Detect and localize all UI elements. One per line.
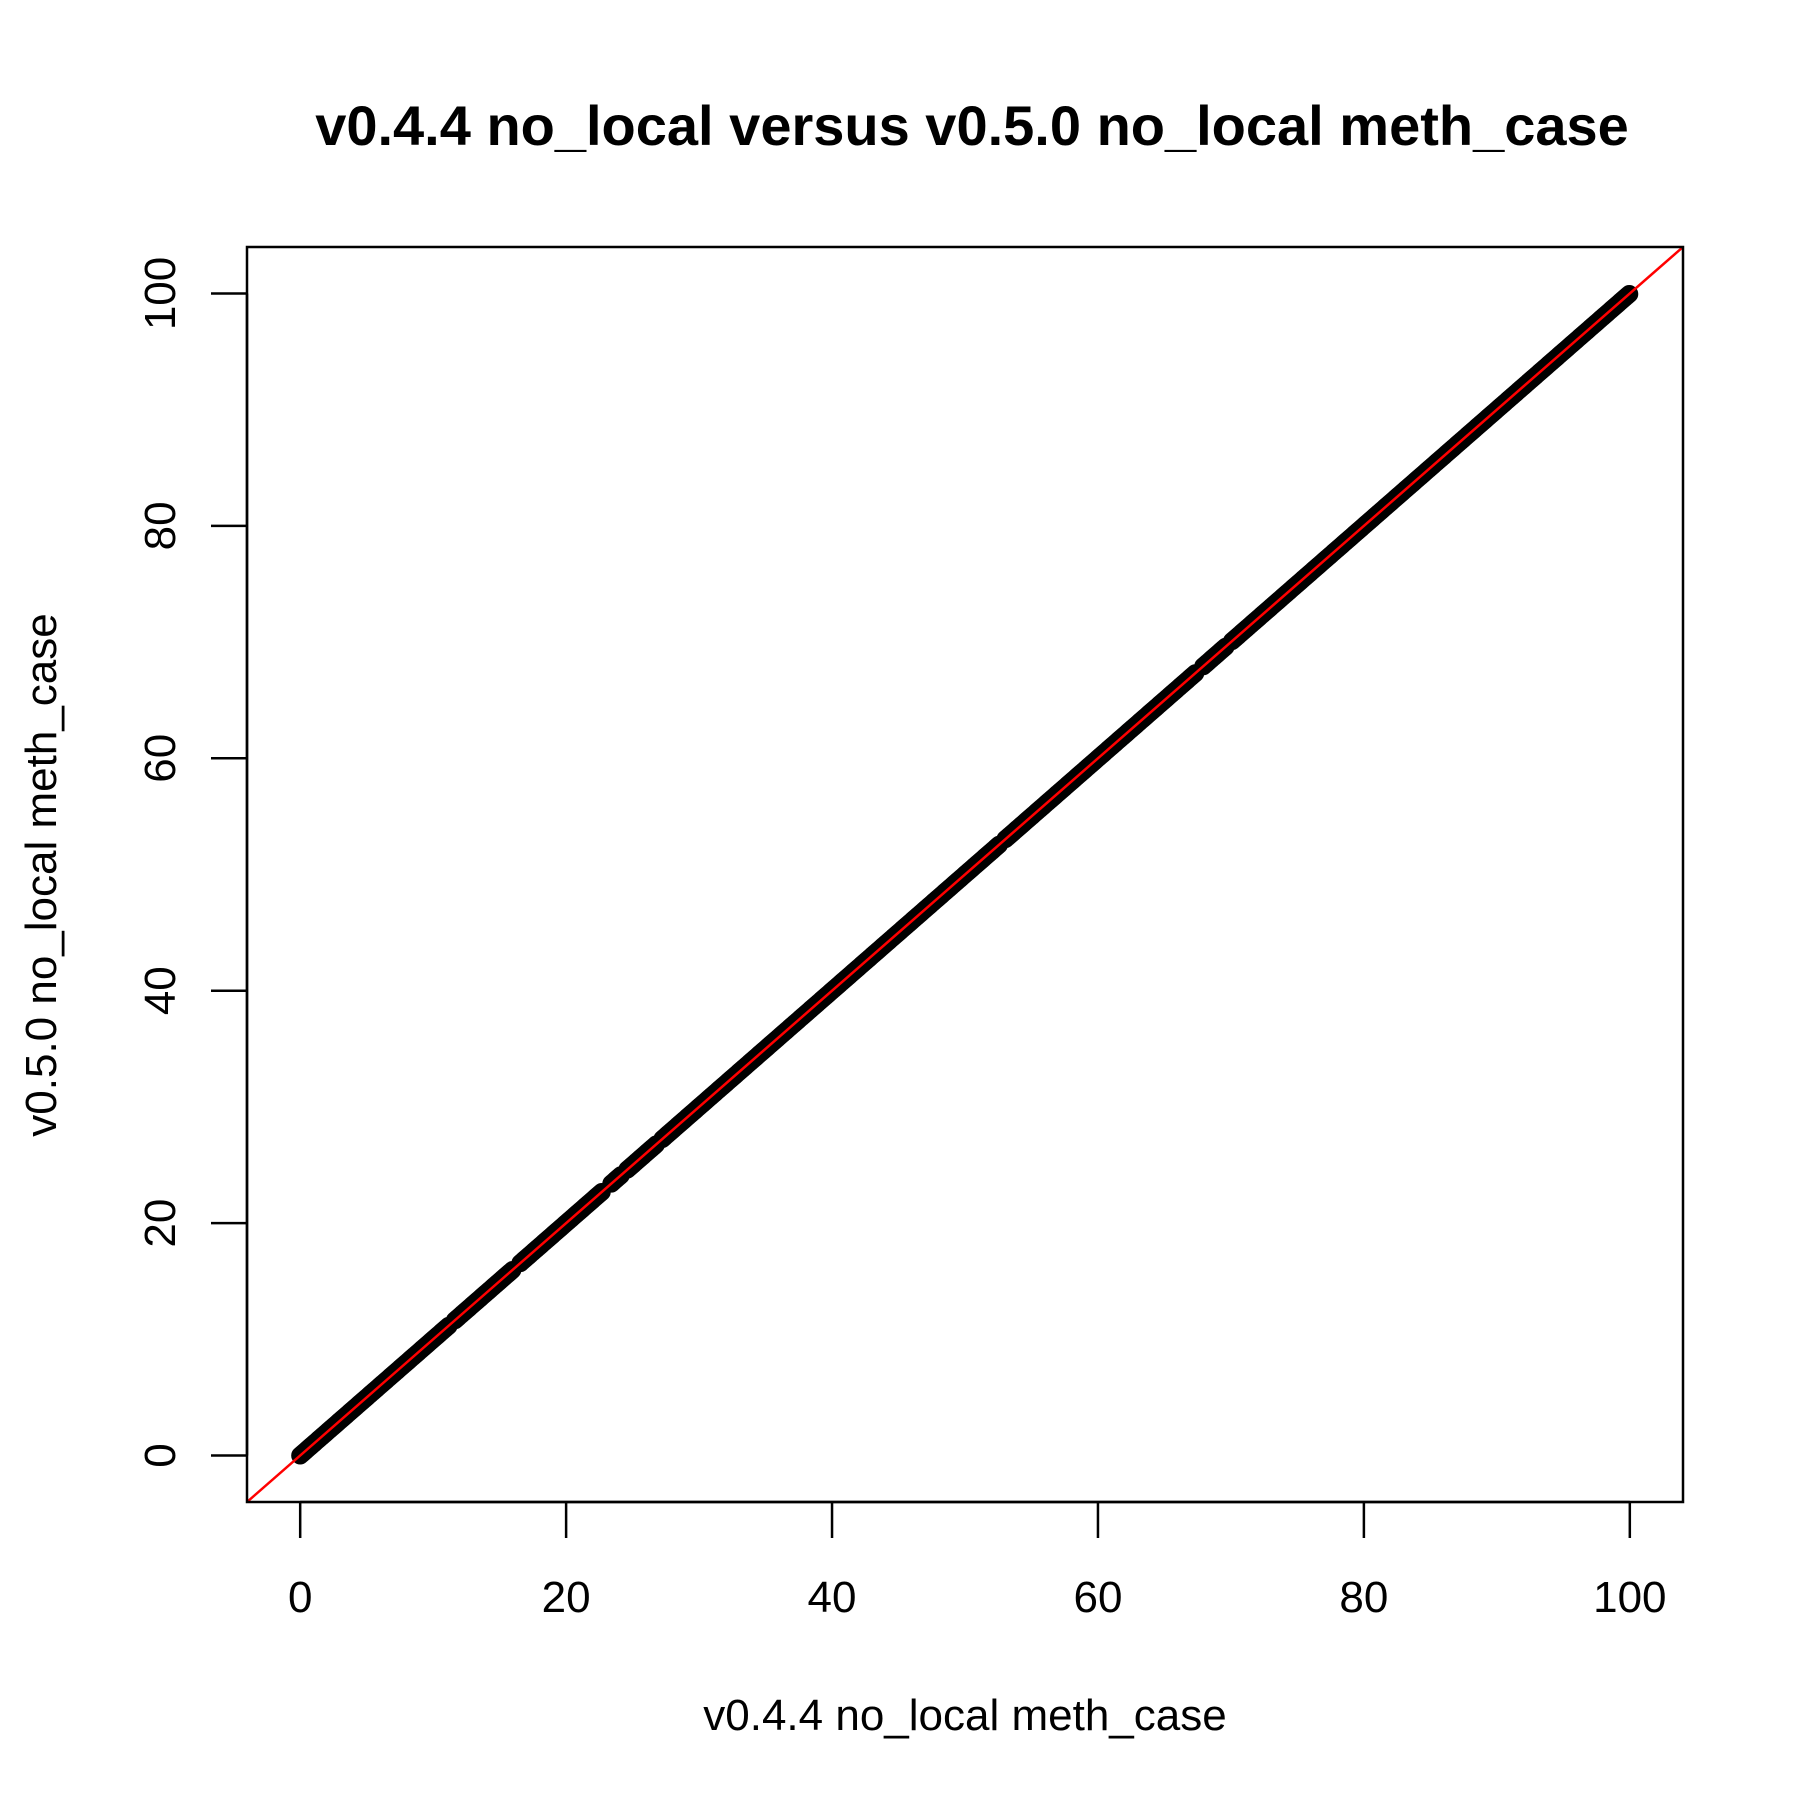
chart-title: v0.4.4 no_local versus v0.5.0 no_local m… <box>315 94 1629 157</box>
y-tick-label: 100 <box>136 257 185 330</box>
y-tick-label: 40 <box>136 966 185 1015</box>
x-tick-label: 60 <box>1073 1573 1122 1622</box>
identity-reference-line <box>247 247 1683 1502</box>
reference-line-layer <box>247 247 1683 1502</box>
data-point <box>1620 284 1639 303</box>
y-tick-label: 20 <box>136 1199 185 1248</box>
x-axis-label: v0.4.4 no_local meth_case <box>703 1691 1226 1740</box>
y-axis: 0 20 40 60 80 100 <box>136 257 249 1468</box>
y-tick-label: 80 <box>136 501 185 550</box>
y-tick-label: 0 <box>136 1443 185 1467</box>
x-axis: 0 20 40 60 80 100 <box>288 1500 1667 1622</box>
y-tick-label: 60 <box>136 734 185 783</box>
y-axis-label: v0.5.0 no_local meth_case <box>17 613 66 1136</box>
points-layer <box>291 284 1639 1465</box>
x-tick-label: 40 <box>808 1573 857 1622</box>
x-tick-label: 20 <box>542 1573 591 1622</box>
x-tick-label: 80 <box>1339 1573 1388 1622</box>
x-tick-label: 100 <box>1593 1573 1666 1622</box>
x-tick-label: 0 <box>288 1573 312 1622</box>
